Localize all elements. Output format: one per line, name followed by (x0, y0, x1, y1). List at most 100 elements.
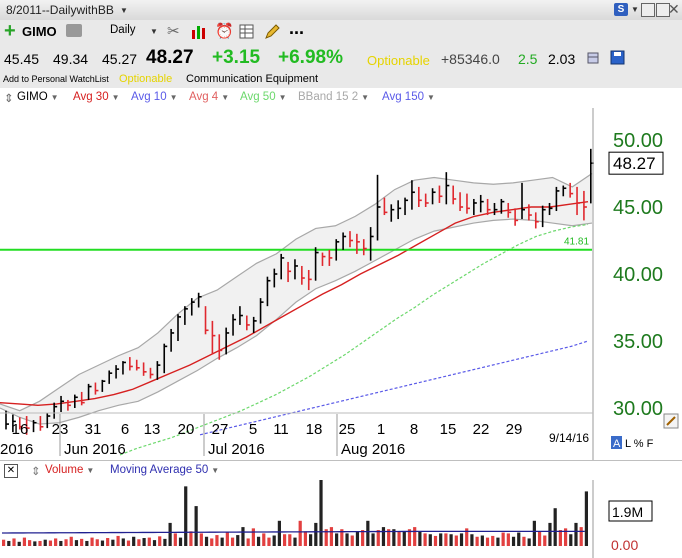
printer-icon[interactable] (66, 24, 82, 37)
volume-bar (147, 537, 151, 546)
bar-chart-icon[interactable] (191, 24, 207, 40)
symbol-label[interactable]: GIMO (22, 24, 57, 39)
interval-dropdown-icon[interactable]: ▼ (150, 27, 158, 36)
price-bar (67, 399, 71, 411)
volume-bar (210, 538, 214, 546)
high-price: 49.34 (53, 51, 89, 67)
draw-tool-icon[interactable] (663, 413, 679, 429)
volume-bar (158, 536, 162, 546)
price-bar (266, 276, 271, 307)
volume-bar (95, 539, 99, 546)
volume-bar (444, 533, 448, 546)
price-bar (307, 269, 312, 291)
tools-icon[interactable]: ✂ (167, 23, 180, 40)
volume-bar (506, 533, 510, 546)
volume-bar (48, 540, 53, 546)
day-tick-label: 20 (178, 421, 195, 438)
indicator-avg50[interactable]: Avg 50 ▼ (240, 91, 287, 103)
title-dropdown-icon[interactable]: ▼ (120, 6, 128, 15)
volume-bar (361, 530, 365, 546)
indicator-symbol[interactable]: GIMO ▼ (17, 91, 59, 103)
price-bar (349, 231, 353, 248)
avg150-line (199, 340, 589, 436)
price-bar (94, 382, 99, 395)
volume-bar (59, 540, 63, 546)
volume-bar (574, 522, 578, 546)
save-icon[interactable] (610, 50, 625, 65)
s-icon[interactable]: S (614, 3, 628, 16)
last-price-box (608, 151, 664, 175)
database-icon[interactable] (587, 51, 601, 65)
volume-axis-low: 0.00 (611, 537, 638, 553)
volume-bar (28, 540, 32, 546)
indicator-avg30-text: Avg 30 (73, 91, 109, 103)
indicator-avg10[interactable]: Avg 10 ▼ (131, 91, 178, 103)
restore-icon[interactable] (656, 3, 670, 17)
volume-bar (345, 533, 349, 546)
month-tick-label: Aug 2016 (341, 441, 405, 458)
volume-bar (491, 535, 495, 546)
volume-bar (329, 527, 334, 546)
volume-ma-label[interactable]: Moving Average 50 ▼ (110, 464, 219, 476)
volume-label[interactable]: Volume ▼ (45, 464, 94, 476)
day-tick-label: 6 (121, 421, 129, 438)
minimize-icon[interactable] (641, 3, 655, 17)
more-menu[interactable]: ... (289, 18, 305, 38)
bollinger-upper-line (0, 173, 593, 412)
price-bar (431, 188, 436, 205)
price-bar (232, 314, 237, 336)
close-icon[interactable]: ✕ (668, 1, 680, 17)
price-bar (507, 202, 512, 218)
indicator-avg30[interactable]: Avg 30 ▼ (73, 91, 120, 103)
low-price: 45.27 (102, 51, 138, 67)
volume-bar (381, 527, 386, 546)
volume-bar (371, 533, 375, 546)
indicator-avg150[interactable]: Avg 150 ▼ (382, 91, 435, 103)
indicator-avg4[interactable]: Avg 4 ▼ (189, 91, 229, 103)
drag-handle-icon[interactable]: ⇕ (4, 93, 14, 105)
volume-chart[interactable]: 1.9M 0.00 (0, 480, 682, 558)
interval-label[interactable]: Daily (110, 24, 136, 36)
price-bar (541, 205, 546, 228)
table-icon[interactable] (239, 24, 255, 40)
price-bar (342, 232, 347, 250)
alarm-clock-icon[interactable]: ⏰ (215, 23, 234, 40)
price-bar (328, 249, 333, 266)
price-bar (170, 328, 175, 352)
price-bar (53, 402, 58, 419)
pencil-icon[interactable] (263, 23, 281, 41)
price-bar (514, 208, 519, 226)
volume-bar (298, 520, 302, 546)
volume-bar (22, 537, 27, 546)
volume-bar (272, 535, 276, 546)
price-bar (211, 320, 216, 355)
price-bar (46, 413, 51, 429)
volume-bar (152, 540, 157, 546)
indicator-bband[interactable]: BBand 15 2 ▼ (298, 91, 369, 103)
price-bar (294, 259, 298, 280)
volume-bar (288, 534, 292, 546)
price-bar (18, 417, 23, 430)
axis-mode[interactable]: L % F (625, 438, 654, 450)
price-tick-label: 30.00 (613, 398, 663, 420)
volume-bar (397, 531, 401, 546)
add-icon[interactable]: + (4, 20, 16, 42)
volume-bar (199, 533, 203, 546)
price-tick-label: 35.00 (613, 331, 663, 353)
volume-bar (2, 539, 6, 546)
volume-bar (511, 536, 516, 546)
price-bar (369, 227, 374, 261)
volume-bar (132, 536, 136, 546)
price-bar (376, 174, 381, 241)
drag-handle-icon[interactable]: ⇕ (31, 466, 41, 478)
volume-bar (407, 529, 412, 546)
chevron-down-icon[interactable]: ▼ (631, 5, 639, 14)
bollinger-band (0, 173, 593, 425)
close-panel-icon[interactable]: ✕ (4, 464, 18, 478)
volume-bar (366, 520, 370, 546)
volume-bar (459, 533, 464, 546)
add-watchlist-link[interactable]: Add to Personal WatchList (3, 74, 109, 84)
a-mode-button[interactable] (611, 436, 622, 449)
day-tick-label: 13 (144, 421, 161, 438)
